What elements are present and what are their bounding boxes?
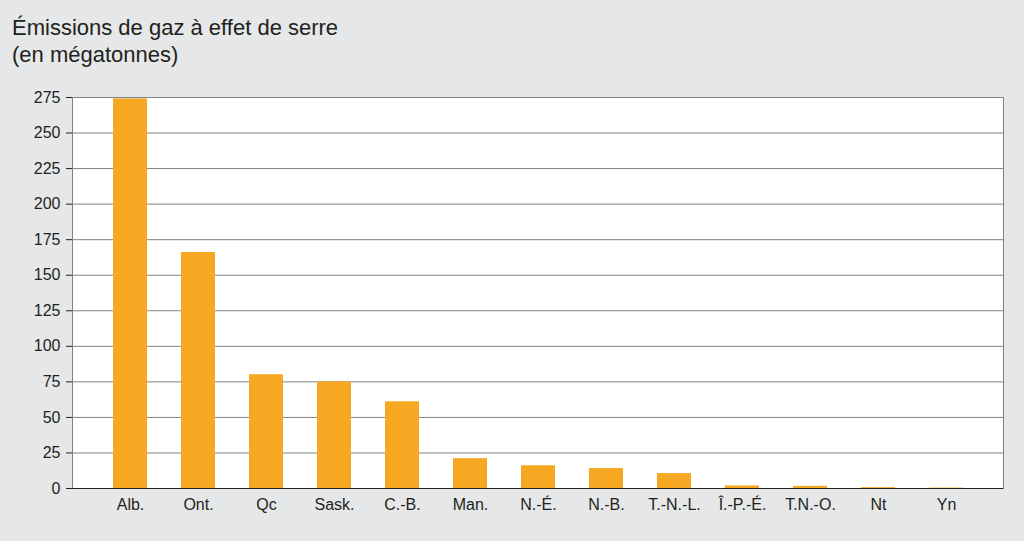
svg-text:Yn: Yn bbox=[937, 496, 957, 513]
svg-text:175: 175 bbox=[34, 231, 61, 248]
svg-text:275: 275 bbox=[34, 89, 61, 106]
svg-text:N.-B.: N.-B. bbox=[588, 496, 624, 513]
svg-text:200: 200 bbox=[34, 195, 61, 212]
svg-text:225: 225 bbox=[34, 160, 61, 177]
svg-text:Sask.: Sask. bbox=[314, 496, 354, 513]
svg-text:75: 75 bbox=[43, 373, 61, 390]
html-text:Émissions de gaz à effet de se: Émissions de gaz à effet de serre bbox=[12, 15, 339, 40]
svg-text:Nt: Nt bbox=[871, 496, 888, 513]
svg-text:T.-N.-L.: T.-N.-L. bbox=[648, 496, 700, 513]
svg-text:100: 100 bbox=[34, 337, 61, 354]
svg-text:Ont.: Ont. bbox=[183, 496, 213, 513]
svg-text:Î.-P.-É.: Î.-P.-É. bbox=[718, 495, 767, 513]
svg-text:Alb.: Alb. bbox=[117, 496, 145, 513]
svg-text:0: 0 bbox=[52, 480, 61, 497]
svg-text:Man.: Man. bbox=[453, 496, 489, 513]
svg-text:C.-B.: C.-B. bbox=[384, 496, 420, 513]
svg-text:125: 125 bbox=[34, 302, 61, 319]
svg-text:Qc: Qc bbox=[256, 496, 276, 513]
svg-text:250: 250 bbox=[34, 124, 61, 141]
html-text:(en mégatonnes): (en mégatonnes) bbox=[12, 42, 179, 67]
svg-text:25: 25 bbox=[43, 444, 61, 461]
svg-text:N.-É.: N.-É. bbox=[520, 495, 556, 513]
svg-text:T.N.-O.: T.N.-O. bbox=[785, 496, 836, 513]
svg-text:50: 50 bbox=[43, 409, 61, 426]
svg-text:150: 150 bbox=[34, 266, 61, 283]
